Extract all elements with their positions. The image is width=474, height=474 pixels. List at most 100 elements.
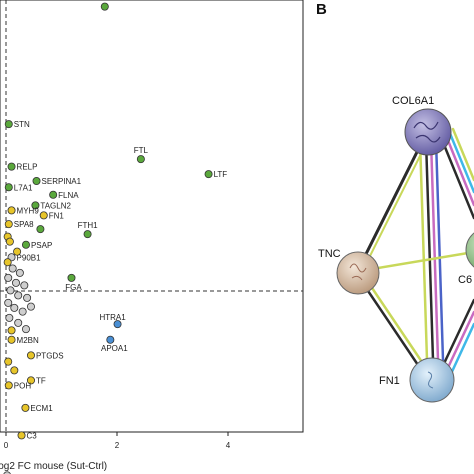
data-point <box>6 286 15 295</box>
edge-col6a1-c6-b <box>443 131 474 207</box>
data-point <box>23 293 32 302</box>
point-label: SERPINA1 <box>42 177 82 186</box>
edge-col6a1-fn1-d <box>434 138 445 362</box>
data-point <box>67 273 76 282</box>
data-point <box>3 258 12 267</box>
point-label: LTF <box>214 170 228 179</box>
point-label: P90B1 <box>17 253 42 262</box>
scatter-panel: 0 2 4 TNC FTL LTF STN RELP SERPINA1 L7A1 FLNATAGL… <box>0 0 304 474</box>
edge-col6a1-tnc <box>356 128 430 272</box>
x-tick-label: 4 <box>226 441 231 450</box>
data-point <box>36 225 45 234</box>
edge-col6a1-c6-d <box>451 127 474 182</box>
node-fn1-circle <box>409 357 455 403</box>
data-point <box>15 268 24 277</box>
point-label: FTL <box>134 146 149 155</box>
node-fn1-structure-icon <box>427 371 434 389</box>
data-point <box>83 230 92 239</box>
node-fn1: FN1 <box>379 357 455 403</box>
data-point <box>14 291 23 300</box>
data-point <box>39 211 48 220</box>
data-point <box>26 302 35 311</box>
data-point <box>13 247 22 256</box>
edge-tnc-fn1-b <box>364 277 426 367</box>
edge-col6a1-fn1-a <box>418 138 429 362</box>
node-tnc: TNC <box>318 248 380 295</box>
node-c6: C6 <box>458 232 474 286</box>
point-label: PTGDS <box>36 351 64 360</box>
point-label: FLNA <box>58 191 79 200</box>
data-point <box>49 190 58 199</box>
data-point <box>3 471 11 474</box>
point-label: RELP <box>17 163 38 172</box>
data-point <box>4 183 13 192</box>
point-label: HTRA1 <box>99 313 126 322</box>
data-point <box>4 120 13 129</box>
edge-col6a1-c6-c <box>447 129 474 194</box>
x-tick-label: 0 <box>4 441 9 450</box>
panel-b-letter: B <box>316 1 327 18</box>
data-point <box>7 162 16 171</box>
data-point <box>204 170 213 179</box>
data-point <box>8 264 17 273</box>
data-point <box>4 220 13 229</box>
data-point <box>21 240 30 249</box>
point-label: STN <box>14 120 30 129</box>
edge-tnc-fn1-a <box>360 280 422 370</box>
edge-fn1-c6-c <box>448 322 474 378</box>
data-point <box>31 201 40 210</box>
node-col6a1-structure-icon <box>413 121 441 143</box>
data-point <box>4 273 13 282</box>
data-point <box>7 335 16 344</box>
point-label: L7A1 <box>14 183 33 192</box>
node-fn1-label: FN1 <box>379 375 400 387</box>
data-point <box>100 2 109 11</box>
edge-tnc-c6 <box>376 250 474 270</box>
data-point <box>4 298 13 307</box>
point-label: FTH1 <box>78 221 99 230</box>
data-point <box>20 281 29 290</box>
data-point <box>7 326 16 335</box>
point-label: TAGLN2 <box>40 201 71 210</box>
point-label: TF <box>36 376 46 385</box>
node-c6-circle <box>465 232 474 268</box>
data-point <box>21 325 30 334</box>
point-label: PSAP <box>31 241 52 250</box>
point-label: FN1 <box>49 211 65 220</box>
point-label: POH <box>14 381 32 390</box>
point-label: FGA <box>65 283 82 292</box>
edge-col6a1-c6-a <box>438 133 474 220</box>
data-point <box>4 381 13 390</box>
network-panel: B COL6A1 <box>316 1 474 403</box>
edge-col6a1-fn1-c <box>429 138 440 362</box>
data-point <box>10 366 19 375</box>
node-tnc-label: TNC <box>318 248 341 260</box>
edge-col6a1-fn1-b <box>424 138 435 362</box>
point-label: MYH9 <box>17 206 40 215</box>
data-point <box>113 320 122 329</box>
data-point <box>4 357 13 366</box>
point-label: SPA8 <box>14 220 34 229</box>
data-point <box>26 351 35 360</box>
point-label: APOA1 <box>101 344 128 353</box>
point-label: ECM1 <box>30 404 53 413</box>
x-axis-title: log2 FC mouse (Sut-Ctrl) <box>0 461 107 472</box>
node-c6-label: C6 <box>458 274 472 286</box>
data-point <box>17 431 26 440</box>
point-label: TNC <box>86 0 103 3</box>
data-point <box>5 237 14 246</box>
data-point <box>32 176 41 185</box>
node-col6a1-circle <box>404 108 452 156</box>
data-point <box>5 313 14 322</box>
node-col6a1-label: COL6A1 <box>392 95 434 107</box>
data-point <box>18 307 27 316</box>
node-col6a1: COL6A1 <box>392 95 452 156</box>
data-points: TNC FTL LTF STN RELP SERPINA1 L7A1 FLNATAGLN2MY… <box>3 0 228 474</box>
edge-fn1-c6-a <box>438 298 474 374</box>
plot-frame <box>0 0 304 433</box>
x-tick-label: 2 <box>115 441 120 450</box>
node-tnc-circle <box>336 251 380 295</box>
edge-fn1-c6-b <box>443 310 474 376</box>
data-point <box>14 318 23 327</box>
